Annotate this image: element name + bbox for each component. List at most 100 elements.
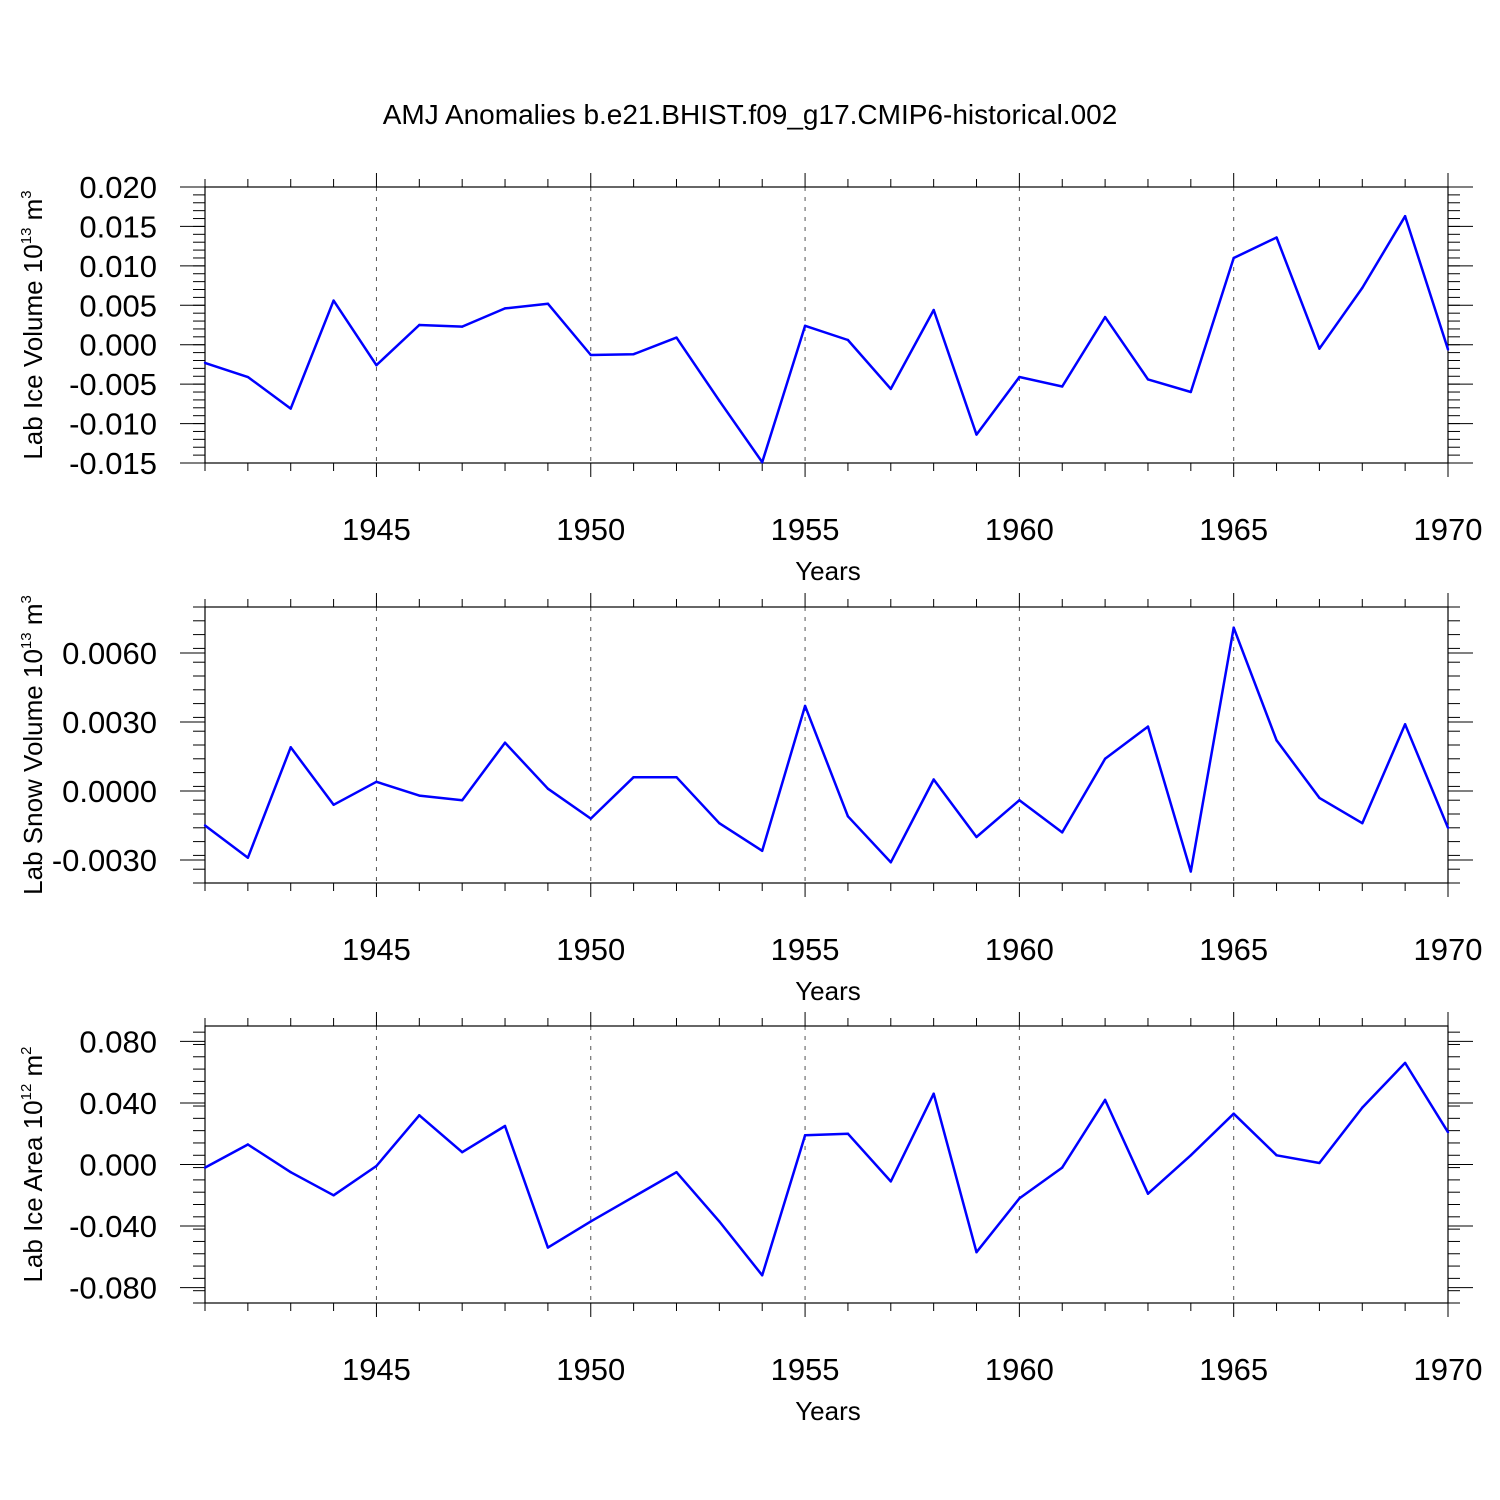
panel-ice-volume: -0.015 -0.010 -0.005 0.000 0.005 0.010 0.015 0.… (18, 170, 1482, 586)
y-tick-label: 0.0000 (62, 774, 157, 809)
x-tick-label: 1970 (1414, 1352, 1483, 1387)
data-point (460, 799, 464, 802)
data-point (1361, 822, 1364, 825)
data-point (675, 336, 678, 339)
data-point (375, 780, 378, 783)
series-line (204, 214, 1450, 464)
x-tick-label: 1960 (985, 932, 1054, 967)
y-tick-label: -0.015 (69, 446, 157, 481)
data-point (460, 1150, 464, 1154)
data-point (332, 1194, 335, 1197)
y-tick-label: 0.010 (79, 249, 157, 284)
data-point (289, 746, 292, 749)
data-point (889, 387, 892, 391)
data-point (589, 817, 592, 820)
x-tick-label: 1960 (985, 512, 1054, 547)
data-point (503, 741, 507, 744)
x-tick-label: 1955 (771, 512, 840, 547)
x-tick-label: 1960 (985, 1352, 1054, 1387)
data-point (1318, 347, 1321, 350)
data-point (846, 815, 850, 818)
y-tick-label: 0.040 (79, 1086, 157, 1121)
data-point (246, 375, 250, 379)
data-point (1232, 1112, 1235, 1115)
data-point (761, 461, 764, 464)
x-tick-label: 1950 (556, 1352, 625, 1387)
y-tick-label: -0.080 (69, 1271, 157, 1306)
data-point (1189, 870, 1193, 873)
y-tick-label: -0.005 (69, 367, 157, 402)
data-point (589, 1220, 592, 1223)
data-point (546, 787, 550, 790)
y-tick-label: 0.0060 (62, 636, 157, 671)
data-point (246, 856, 250, 859)
data-point (1018, 375, 1021, 379)
data-point (1275, 1154, 1278, 1157)
y-tick-label: -0.040 (69, 1209, 157, 1244)
y-axis-title-part: m (18, 199, 48, 228)
x-axis-title: Years (795, 1396, 861, 1426)
data-point (632, 352, 635, 356)
y-axis-title-superscript: 13 (18, 228, 35, 245)
plot-frame (204, 606, 1449, 884)
plot-frame (204, 1025, 1449, 1304)
y-axis-title-part: Lab Ice Area 10 (18, 1100, 48, 1282)
y-tick-label: 0.005 (79, 288, 157, 323)
plot-frame (204, 186, 1449, 464)
y-axis-title-part: m (18, 604, 48, 633)
series-line (204, 1061, 1450, 1277)
data-point (289, 1170, 292, 1174)
data-point (1061, 1166, 1064, 1169)
x-tick-label: 1955 (771, 1352, 840, 1387)
data-point (975, 835, 978, 839)
data-point (546, 302, 550, 305)
data-point (1318, 1161, 1321, 1165)
data-point (1103, 1098, 1107, 1102)
data-point (375, 364, 378, 367)
y-axis-title: Lab Ice Volume 1013 m3 (18, 190, 48, 459)
data-point (975, 1251, 978, 1254)
x-tick-label: 1945 (342, 512, 411, 547)
y-axis-title-superscript: 12 (18, 1084, 35, 1101)
data-point (803, 704, 807, 708)
data-point (675, 1170, 678, 1174)
data-point (246, 1143, 250, 1146)
x-tick-label: 1970 (1414, 512, 1483, 547)
data-point (803, 1134, 807, 1137)
x-tick-label: 1945 (342, 932, 411, 967)
data-point (1018, 1197, 1021, 1200)
data-point (289, 407, 292, 410)
x-tick-label: 1970 (1414, 932, 1483, 967)
data-point (1189, 1154, 1193, 1157)
chart-title: AMJ Anomalies b.e21.BHIST.f09_g17.CMIP6-… (383, 99, 1118, 130)
y-tick-label: -0.0030 (52, 843, 157, 878)
data-point (718, 399, 721, 402)
y-axis-title-part: m (18, 1055, 48, 1084)
y-tick-label: 0.000 (79, 328, 157, 363)
data-point (332, 299, 335, 302)
y-axis-title-part: Lab Ice Volume 10 (18, 244, 48, 459)
y-tick-label: 0.0030 (62, 705, 157, 740)
data-point (632, 1195, 635, 1199)
y-tick-label: 0.020 (79, 170, 157, 205)
y-axis-title: Lab Snow Volume 1013 m3 (18, 595, 48, 895)
data-point (546, 1246, 550, 1249)
data-point (675, 776, 678, 779)
data-point (1403, 1061, 1407, 1065)
series-line (204, 626, 1450, 873)
data-point (460, 325, 464, 328)
data-point (203, 824, 207, 827)
data-point (803, 324, 807, 327)
data-point (203, 1166, 207, 1169)
x-tick-label: 1945 (342, 1352, 411, 1387)
data-point (889, 1180, 892, 1183)
data-point (932, 308, 935, 312)
data-point (1446, 826, 1450, 829)
data-point (1275, 739, 1278, 742)
data-point (932, 778, 935, 781)
panel-snow-volume: -0.0030 0.0000 0.0030 0.0060 1945 1950 1955 196… (18, 593, 1482, 1006)
data-point (589, 353, 592, 357)
data-point (1146, 378, 1150, 381)
panel-ice-area: -0.080 -0.040 0.000 0.040 0.080 1945 1950 1955 1… (18, 1012, 1482, 1426)
data-point (1232, 256, 1235, 260)
